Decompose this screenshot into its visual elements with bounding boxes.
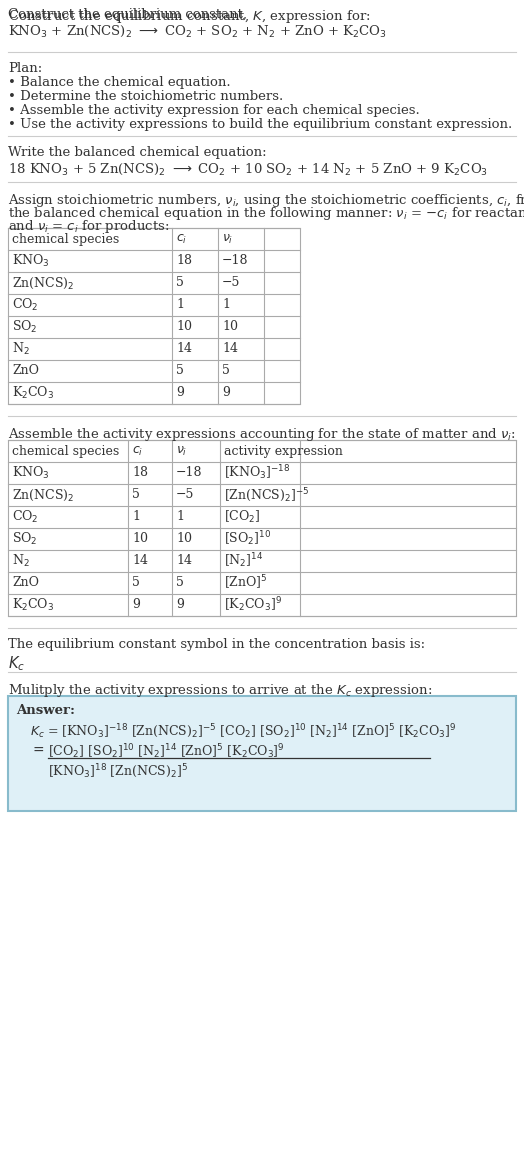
Text: • Use the activity expressions to build the equilibrium constant expression.: • Use the activity expressions to build … — [8, 117, 512, 131]
Text: Zn(NCS)$_2$: Zn(NCS)$_2$ — [12, 276, 74, 291]
Text: $=$: $=$ — [30, 742, 45, 756]
Text: Answer:: Answer: — [16, 704, 75, 718]
Text: Assign stoichiometric numbers, $\nu_i$, using the stoichiometric coefficients, $: Assign stoichiometric numbers, $\nu_i$, … — [8, 192, 524, 209]
Text: 5: 5 — [176, 577, 184, 590]
Text: 5: 5 — [176, 277, 184, 290]
Text: [N$_2$]$^{14}$: [N$_2$]$^{14}$ — [224, 551, 264, 570]
Text: 1: 1 — [222, 299, 230, 312]
Text: N$_2$: N$_2$ — [12, 552, 30, 569]
Text: 5: 5 — [176, 364, 184, 378]
Text: [ZnO]$^5$: [ZnO]$^5$ — [224, 573, 268, 592]
Text: Write the balanced chemical equation:: Write the balanced chemical equation: — [8, 147, 267, 159]
Text: Construct the equilibrium constant, $K$, expression for:: Construct the equilibrium constant, $K$,… — [8, 8, 370, 24]
Text: 10: 10 — [222, 321, 238, 334]
Text: 5: 5 — [222, 364, 230, 378]
Text: KNO$_3$: KNO$_3$ — [12, 252, 50, 269]
Text: [K$_2$CO$_3$]$^9$: [K$_2$CO$_3$]$^9$ — [224, 595, 282, 614]
Text: $\nu_i$: $\nu_i$ — [176, 444, 188, 457]
Text: [KNO$_3$]$^{18}$ [Zn(NCS)$_2$]$^5$: [KNO$_3$]$^{18}$ [Zn(NCS)$_2$]$^5$ — [48, 762, 188, 780]
Text: 9: 9 — [176, 386, 184, 400]
Text: CO$_2$: CO$_2$ — [12, 297, 39, 313]
Text: chemical species: chemical species — [12, 444, 119, 457]
Text: −5: −5 — [176, 488, 194, 501]
Text: 10: 10 — [176, 321, 192, 334]
Text: 9: 9 — [132, 599, 140, 612]
Text: $K_c$: $K_c$ — [8, 654, 25, 672]
Text: 5: 5 — [132, 488, 140, 501]
Text: −18: −18 — [222, 255, 248, 267]
Text: 10: 10 — [176, 533, 192, 545]
Text: activity expression: activity expression — [224, 444, 343, 457]
Text: 14: 14 — [132, 555, 148, 568]
Text: 9: 9 — [176, 599, 184, 612]
Text: ZnO: ZnO — [12, 364, 39, 378]
Text: 1: 1 — [176, 299, 184, 312]
Text: K$_2$CO$_3$: K$_2$CO$_3$ — [12, 597, 54, 613]
Text: Assemble the activity expressions accounting for the state of matter and $\nu_i$: Assemble the activity expressions accoun… — [8, 426, 516, 443]
Text: Construct the equilibrium constant,: Construct the equilibrium constant, — [8, 8, 251, 21]
Text: • Determine the stoichiometric numbers.: • Determine the stoichiometric numbers. — [8, 90, 283, 104]
FancyBboxPatch shape — [8, 440, 516, 616]
Text: ZnO: ZnO — [12, 577, 39, 590]
Text: CO$_2$: CO$_2$ — [12, 509, 39, 525]
Text: 18 KNO$_3$ + 5 Zn(NCS)$_2$ $\longrightarrow$ CO$_2$ + 10 SO$_2$ + 14 N$_2$ + 5 Z: 18 KNO$_3$ + 5 Zn(NCS)$_2$ $\longrightar… — [8, 162, 488, 177]
Text: chemical species: chemical species — [12, 233, 119, 245]
Text: 1: 1 — [176, 511, 184, 523]
Text: [KNO$_3$]$^{-18}$: [KNO$_3$]$^{-18}$ — [224, 464, 290, 483]
Text: 18: 18 — [176, 255, 192, 267]
Text: the balanced chemical equation in the following manner: $\nu_i$ = $-c_i$ for rea: the balanced chemical equation in the fo… — [8, 205, 524, 222]
Text: [SO$_2$]$^{10}$: [SO$_2$]$^{10}$ — [224, 529, 271, 548]
Text: 1: 1 — [132, 511, 140, 523]
Text: [CO$_2$] [SO$_2$]$^{10}$ [N$_2$]$^{14}$ [ZnO]$^5$ [K$_2$CO$_3$]$^9$: [CO$_2$] [SO$_2$]$^{10}$ [N$_2$]$^{14}$ … — [48, 742, 285, 761]
Text: • Balance the chemical equation.: • Balance the chemical equation. — [8, 76, 231, 90]
Text: KNO$_3$ + Zn(NCS)$_2$ $\longrightarrow$ CO$_2$ + SO$_2$ + N$_2$ + ZnO + K$_2$CO$: KNO$_3$ + Zn(NCS)$_2$ $\longrightarrow$ … — [8, 24, 387, 40]
Text: K$_2$CO$_3$: K$_2$CO$_3$ — [12, 385, 54, 401]
Text: Plan:: Plan: — [8, 62, 42, 74]
Text: −18: −18 — [176, 466, 202, 479]
FancyBboxPatch shape — [8, 695, 516, 811]
Text: −5: −5 — [222, 277, 241, 290]
Text: 14: 14 — [176, 342, 192, 356]
Text: and $\nu_i$ = $c_i$ for products:: and $\nu_i$ = $c_i$ for products: — [8, 217, 169, 235]
Text: 18: 18 — [132, 466, 148, 479]
FancyBboxPatch shape — [8, 228, 300, 404]
Text: 14: 14 — [222, 342, 238, 356]
Text: $c_i$: $c_i$ — [176, 233, 187, 245]
Text: Zn(NCS)$_2$: Zn(NCS)$_2$ — [12, 487, 74, 502]
Text: 10: 10 — [132, 533, 148, 545]
Text: $K_c$ = [KNO$_3$]$^{-18}$ [Zn(NCS)$_2$]$^{-5}$ [CO$_2$] [SO$_2$]$^{10}$ [N$_2$]$: $K_c$ = [KNO$_3$]$^{-18}$ [Zn(NCS)$_2$]$… — [30, 722, 456, 740]
Text: 5: 5 — [132, 577, 140, 590]
Text: The equilibrium constant symbol in the concentration basis is:: The equilibrium constant symbol in the c… — [8, 638, 425, 651]
Text: [Zn(NCS)$_2$]$^{-5}$: [Zn(NCS)$_2$]$^{-5}$ — [224, 486, 310, 504]
Text: [CO$_2$]: [CO$_2$] — [224, 509, 260, 525]
Text: 14: 14 — [176, 555, 192, 568]
Text: Mulitply the activity expressions to arrive at the $K_c$ expression:: Mulitply the activity expressions to arr… — [8, 682, 432, 699]
Text: SO$_2$: SO$_2$ — [12, 531, 38, 547]
Text: N$_2$: N$_2$ — [12, 341, 30, 357]
Text: 9: 9 — [222, 386, 230, 400]
Text: SO$_2$: SO$_2$ — [12, 319, 38, 335]
Text: • Assemble the activity expression for each chemical species.: • Assemble the activity expression for e… — [8, 104, 420, 117]
Text: $\nu_i$: $\nu_i$ — [222, 233, 233, 245]
Text: $c_i$: $c_i$ — [132, 444, 143, 457]
Text: KNO$_3$: KNO$_3$ — [12, 465, 50, 481]
